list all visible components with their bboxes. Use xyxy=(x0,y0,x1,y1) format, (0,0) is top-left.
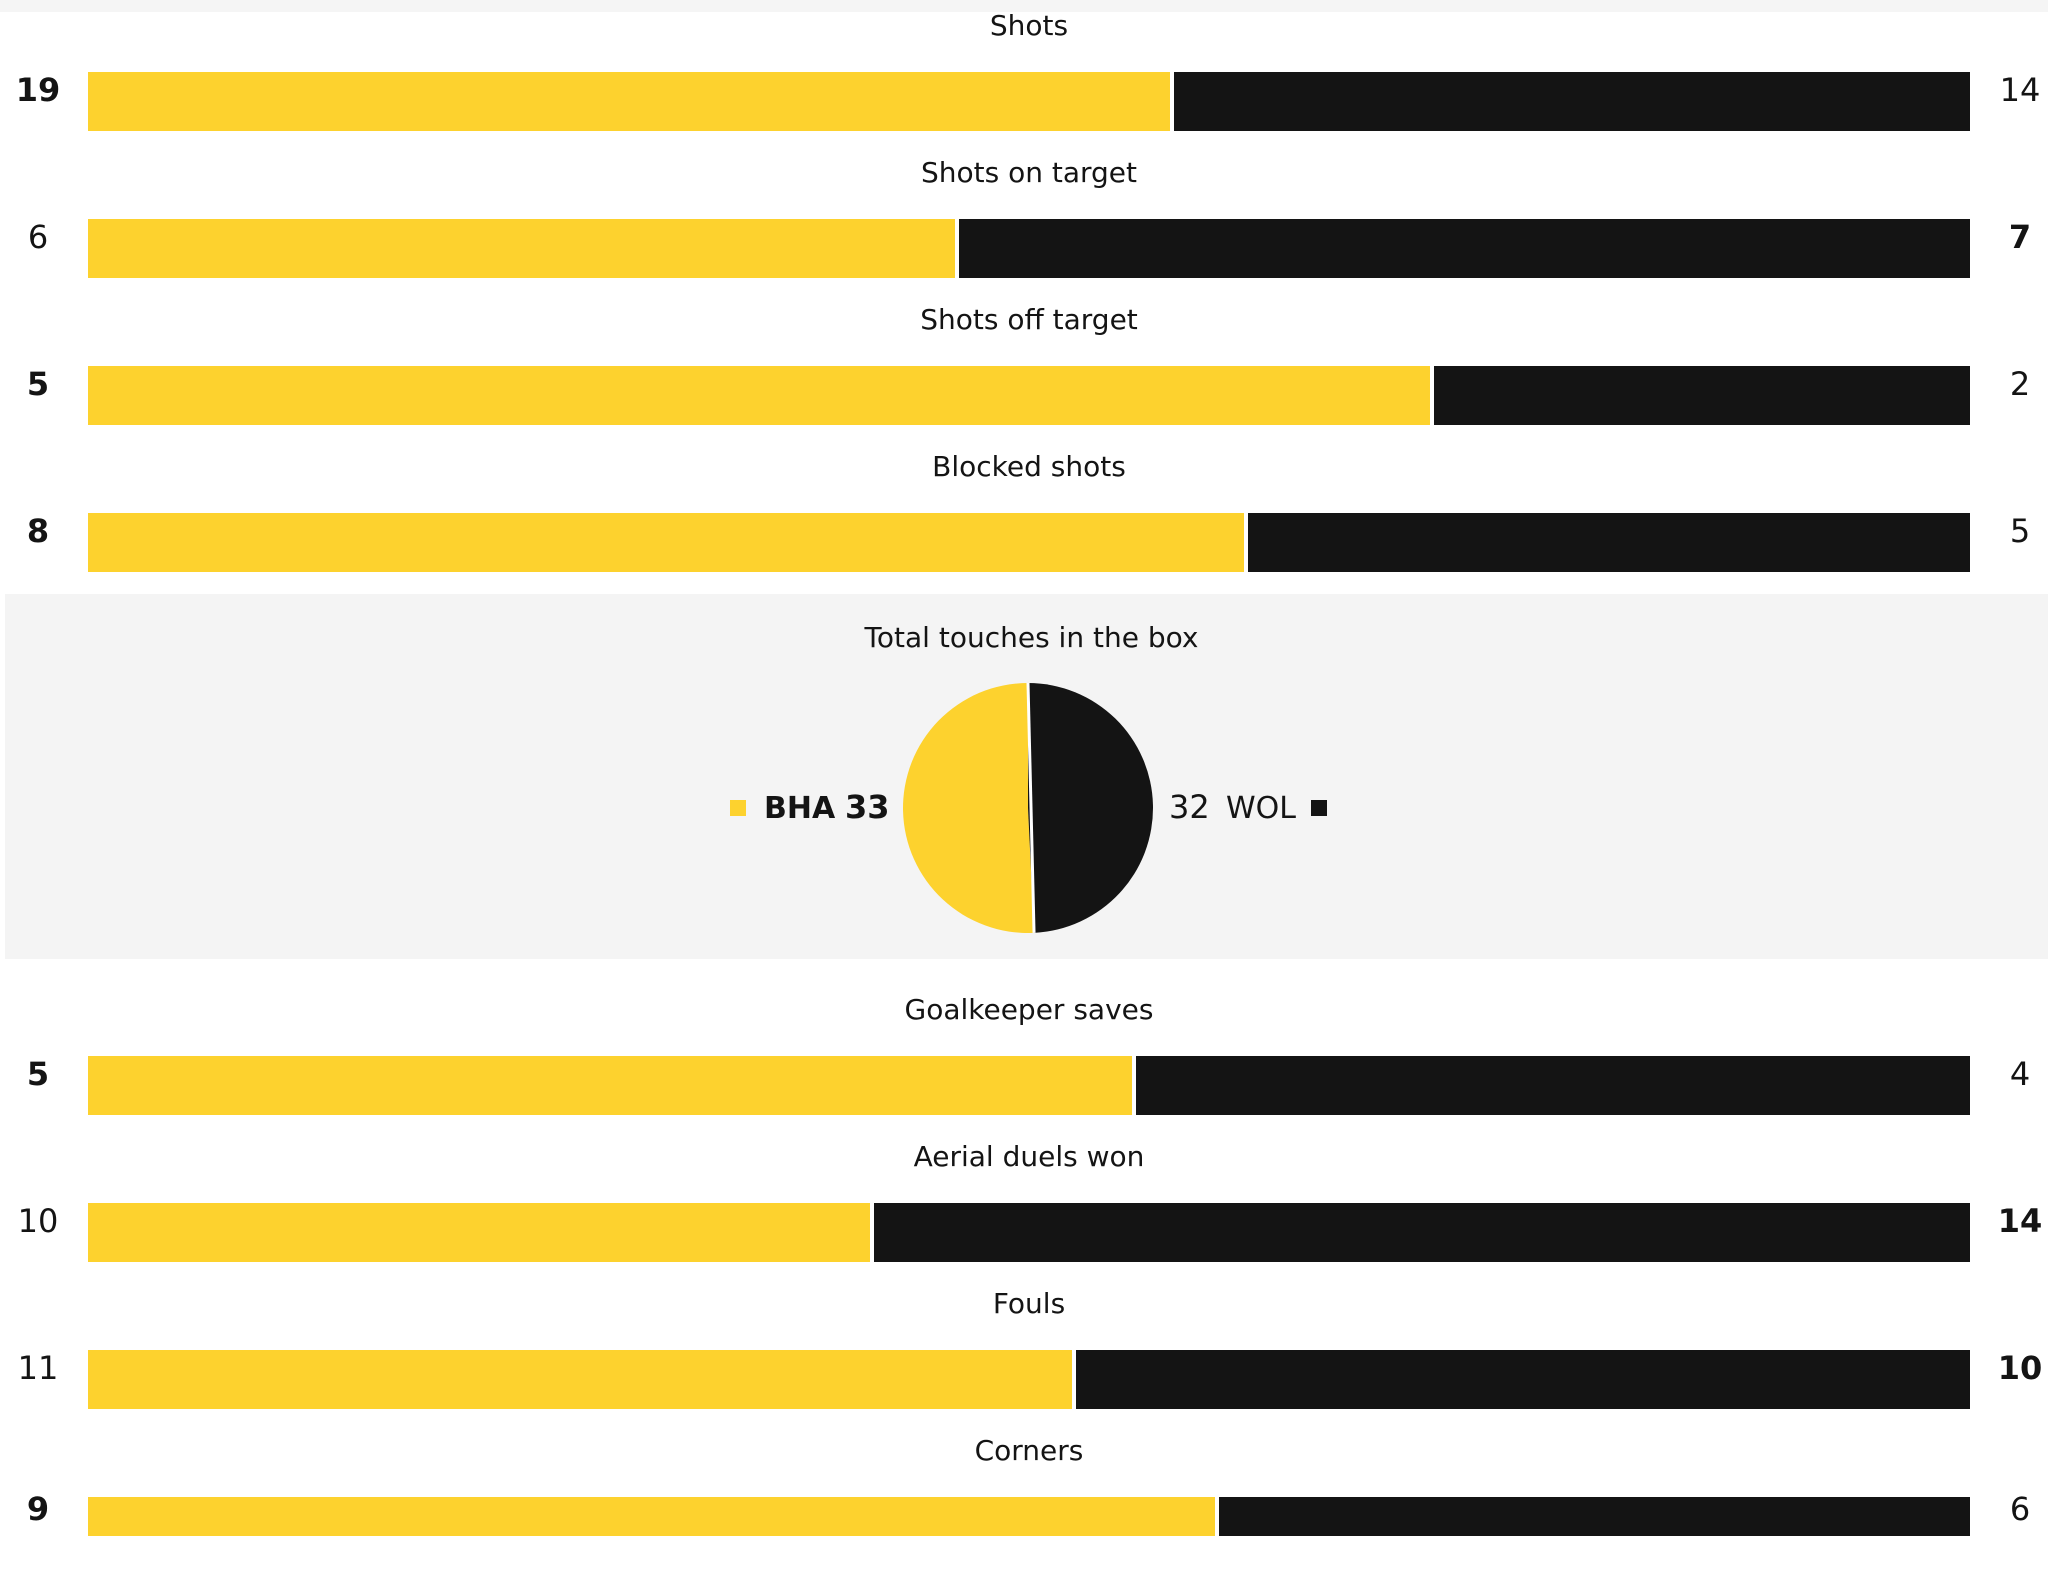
home-value: 10 xyxy=(17,1202,59,1240)
away-bar-segment xyxy=(1248,513,1970,572)
home-value: 19 xyxy=(15,71,61,109)
bar-divider xyxy=(1244,513,1248,572)
away-pie-slice xyxy=(1028,683,1154,933)
home-legend-swatch xyxy=(730,800,746,816)
away-bar-segment xyxy=(959,219,1970,278)
home-bar-segment xyxy=(88,72,1170,131)
away-legend-swatch xyxy=(1311,800,1327,816)
away-value: 14 xyxy=(1997,1202,2043,1240)
away-bar-segment xyxy=(874,1203,1970,1262)
stat-label: Aerial duels won xyxy=(913,1140,1145,1173)
away-bar-segment xyxy=(1219,1497,1970,1536)
bar-divider xyxy=(1072,1350,1076,1409)
stat-row-shots: Shots 19 14 xyxy=(0,12,2048,152)
away-value: 7 xyxy=(2008,218,2032,256)
away-value: 5 xyxy=(2009,512,2031,550)
home-pie-slice xyxy=(903,683,1035,933)
away-value: 2 xyxy=(2009,365,2031,403)
stat-row-goalkeeper-saves: Goalkeeper saves 5 4 xyxy=(0,996,2048,1136)
home-bar-segment xyxy=(88,1056,1132,1115)
stat-row-fouls: Fouls 11 10 xyxy=(0,1290,2048,1430)
home-bar-segment xyxy=(88,513,1244,572)
stat-row-aerial-duels-won: Aerial duels won 10 14 xyxy=(0,1143,2048,1283)
stat-row-blocked-shots: Blocked shots 8 5 xyxy=(0,453,2048,593)
away-value: 14 xyxy=(1999,71,2041,109)
home-value: 6 xyxy=(27,218,49,256)
home-team-abbr: BHA xyxy=(764,791,836,826)
stat-label: Shots xyxy=(989,9,1069,42)
stat-label: Shots on target xyxy=(920,156,1138,189)
stat-row-shots-off-target: Shots off target 5 2 xyxy=(0,306,2048,446)
bar-divider xyxy=(1170,72,1174,131)
top-strip xyxy=(0,0,2048,12)
away-bar-segment xyxy=(1434,366,1970,425)
stat-row-corners: Corners 9 6 xyxy=(0,1437,2048,1577)
home-bar-segment xyxy=(88,1203,870,1262)
away-bar-segment xyxy=(1136,1056,1970,1115)
away-bar-segment xyxy=(1076,1350,1970,1409)
home-bar-segment xyxy=(88,366,1430,425)
away-bar-segment xyxy=(1174,72,1970,131)
home-value: 5 xyxy=(26,1055,50,1093)
bar-divider xyxy=(955,219,959,278)
stat-row-shots-on-target: Shots on target 6 7 xyxy=(0,159,2048,299)
stat-label: Goalkeeper saves xyxy=(904,993,1154,1026)
stat-bar xyxy=(88,1203,1970,1262)
home-bar-segment xyxy=(88,219,955,278)
stat-bar xyxy=(88,366,1970,425)
pie-title: Total touches in the box xyxy=(864,621,1199,654)
away-team-abbr: WOL xyxy=(1226,791,1296,826)
away-value: 4 xyxy=(2009,1055,2031,1093)
home-value: 5 xyxy=(26,365,50,403)
stat-bar xyxy=(88,219,1970,278)
stat-bar xyxy=(88,72,1970,131)
home-value: 9 xyxy=(26,1490,50,1528)
home-value: 8 xyxy=(26,512,50,550)
home-bar-segment xyxy=(88,1497,1215,1536)
stat-bar xyxy=(88,1056,1970,1115)
touches-pie-chart xyxy=(903,682,1154,933)
home-value: 11 xyxy=(17,1349,59,1387)
stat-label: Shots off target xyxy=(920,303,1138,336)
away-team-value: 32 xyxy=(1169,788,1210,826)
bar-divider xyxy=(1132,1056,1136,1115)
stat-bar xyxy=(88,1350,1970,1409)
bar-divider xyxy=(1430,366,1434,425)
home-bar-segment xyxy=(88,1350,1072,1409)
stat-label: Fouls xyxy=(992,1287,1066,1320)
stat-label: Blocked shots xyxy=(932,450,1126,483)
stat-bar xyxy=(88,1497,1970,1536)
pie-divider xyxy=(1026,682,1036,933)
away-value: 6 xyxy=(2009,1490,2031,1528)
home-team-value: 33 xyxy=(845,788,890,826)
bar-divider xyxy=(1215,1497,1219,1536)
stat-label: Corners xyxy=(974,1434,1084,1467)
stat-bar xyxy=(88,513,1970,572)
away-value: 10 xyxy=(1997,1349,2043,1387)
bar-divider xyxy=(870,1203,874,1262)
